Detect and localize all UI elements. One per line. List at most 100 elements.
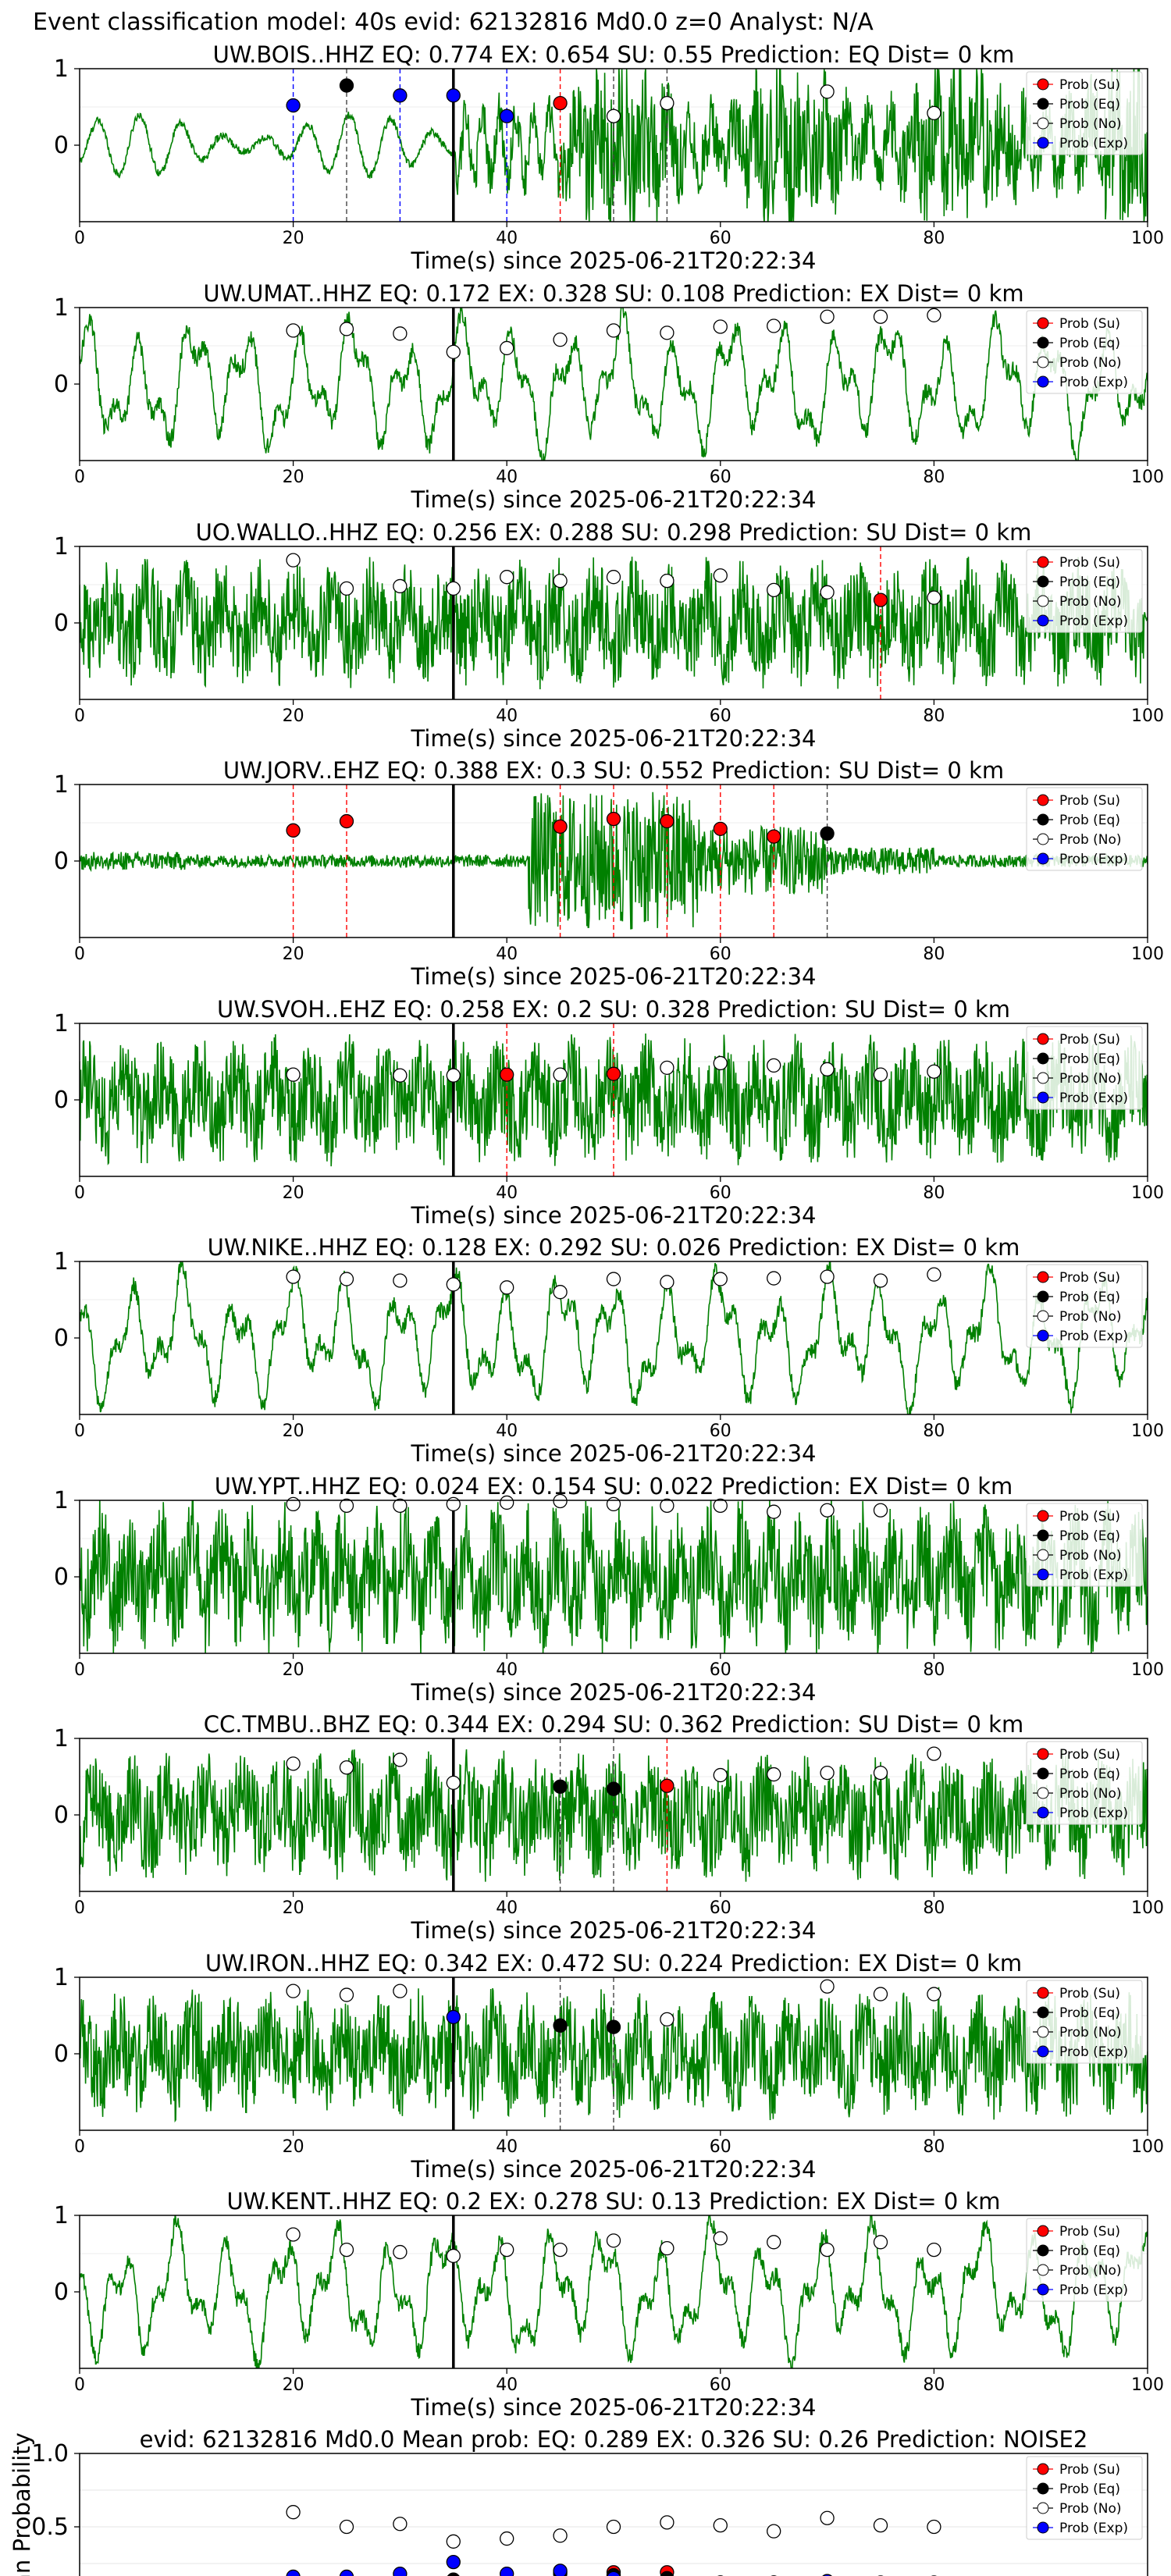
prob-point-no (660, 326, 674, 340)
prob-point-no (446, 1068, 461, 1083)
legend: Prob (Su) Prob (Eq) Prob (No) Prob (Exp) (1026, 1980, 1143, 2064)
legend-marker-exp (1037, 1568, 1049, 1581)
legend-label-eq: Prob (Eq) (1059, 1528, 1120, 1544)
xtick-label: 60 (710, 1421, 731, 1441)
waveform-line (80, 557, 1148, 690)
xtick-label: 20 (283, 2375, 304, 2395)
mean-point-no (820, 2510, 835, 2525)
legend-label-exp: Prob (Exp) (1059, 2282, 1128, 2298)
prob-point-no (339, 322, 354, 336)
panel-title: UW.IRON..HHZ EQ: 0.342 EX: 0.472 SU: 0.2… (205, 1950, 1022, 1976)
panel-8: CC.TMBU..BHZ EQ: 0.344 EX: 0.294 SU: 0.3… (54, 1711, 1164, 1944)
legend-label-su: Prob (Su) (1059, 1509, 1120, 1525)
xtick-label: 0 (74, 1660, 85, 1680)
prob-point-no (339, 1498, 354, 1514)
prob-point-no (927, 1064, 941, 1079)
legend-marker-exp (1037, 2521, 1049, 2534)
xtick-label: 0 (74, 945, 85, 964)
legend-marker-eq (1037, 98, 1049, 110)
legend-label-no: Prob (No) (1059, 2263, 1122, 2279)
prob-point-no (446, 1775, 461, 1790)
prob-point-no (660, 95, 674, 111)
panel-7: UW.YPT..HHZ EQ: 0.024 EX: 0.154 SU: 0.02… (54, 1473, 1164, 1706)
legend-box (1026, 310, 1143, 394)
prob-point-eq (820, 826, 835, 841)
xtick-label: 100 (1131, 2375, 1164, 2395)
ytick-label: 0 (54, 1564, 69, 1591)
legend-label-eq: Prob (Eq) (1059, 336, 1120, 351)
xtick-label: 40 (496, 1421, 518, 1441)
legend-label-no: Prob (No) (1059, 2025, 1122, 2041)
prob-point-no (927, 590, 941, 605)
prob-point-no (286, 323, 301, 338)
ytick-label: 1 (54, 1487, 69, 1514)
legend-label-no: Prob (No) (1059, 1786, 1122, 1802)
xtick-label: 0 (74, 706, 85, 726)
legend-box (1026, 1026, 1143, 1110)
xtick-label: 20 (283, 1660, 304, 1680)
xaxis-label: Time(s) since 2025-06-21T20:22:34 (411, 1917, 817, 1944)
panel-title: UW.YPT..HHZ EQ: 0.024 EX: 0.154 SU: 0.02… (215, 1473, 1013, 1500)
panel-6: UW.NIKE..HHZ EQ: 0.128 EX: 0.292 SU: 0.0… (54, 1234, 1164, 1467)
panel-title: UW.SVOH..EHZ EQ: 0.258 EX: 0.2 SU: 0.328… (217, 996, 1010, 1023)
panels-container: UW.BOIS..HHZ EQ: 0.774 EX: 0.654 SU: 0.5… (9, 41, 1164, 2576)
panel-title: UW.NIKE..HHZ EQ: 0.128 EX: 0.292 SU: 0.0… (208, 1234, 1020, 1261)
legend-label-su: Prob (Su) (1059, 77, 1120, 93)
prob-point-no (500, 1280, 514, 1295)
prob-point-su (553, 95, 568, 111)
mean-point-exp (286, 2569, 301, 2576)
xtick-label: 40 (496, 2137, 518, 2157)
mean-point-no (606, 2519, 621, 2535)
prob-point-su (553, 819, 568, 834)
mean-point-eq (447, 2572, 460, 2576)
prob-point-su (339, 813, 354, 829)
prob-point-no (393, 1984, 408, 1998)
mean-point-exp (607, 2571, 621, 2576)
legend-box (1026, 1503, 1143, 1587)
prob-point-no (713, 1498, 728, 1514)
panel-title: UW.KENT..HHZ EQ: 0.2 EX: 0.278 SU: 0.13 … (226, 2188, 1000, 2215)
prob-point-no (553, 1285, 568, 1300)
legend-label-exp: Prob (Exp) (1059, 852, 1128, 867)
prob-point-su (660, 813, 674, 829)
legend-marker-no (1037, 1072, 1049, 1084)
legend-label-eq: Prob (Eq) (1059, 1051, 1120, 1067)
legend-box (1026, 71, 1143, 155)
mean-point-no (660, 2515, 674, 2530)
prob-point-no (927, 308, 941, 322)
legend: Prob (Su) Prob (Eq) Prob (No) Prob (Exp) (1026, 71, 1143, 155)
legend: Prob (Su) Prob (Eq) Prob (No) Prob (Exp) (1026, 2218, 1143, 2302)
xaxis-label: Time(s) since 2025-06-21T20:22:34 (411, 247, 817, 274)
prob-point-no (446, 581, 461, 596)
xtick-label: 80 (923, 468, 945, 487)
mean-point-eq (660, 2571, 674, 2576)
mean-point-exp (446, 2554, 461, 2570)
prob-point-no (927, 2242, 941, 2258)
legend: Prob (Su) Prob (Eq) Prob (No) Prob (Exp) (1026, 1026, 1143, 1110)
xtick-label: 100 (1131, 945, 1164, 964)
legend-label-su: Prob (Su) (1059, 1032, 1120, 1048)
xtick-label: 40 (496, 945, 518, 964)
mean-point-exp (393, 2567, 408, 2576)
prob-point-no (767, 1767, 781, 1782)
ytick-label: 1 (54, 1725, 69, 1752)
panel-title: UW.UMAT..HHZ EQ: 0.172 EX: 0.328 SU: 0.1… (203, 280, 1023, 307)
mean-point-no (393, 2517, 408, 2532)
xtick-label: 20 (283, 1183, 304, 1203)
legend-marker-su (1037, 317, 1049, 329)
mean-point-no (446, 2534, 461, 2549)
prob-point-no (446, 1277, 461, 1292)
xtick-label: 80 (923, 229, 945, 248)
legend-label-su: Prob (Su) (1059, 1270, 1120, 1286)
legend: Prob (Su) Prob (Eq) Prob (No) Prob (Exp) (1026, 2456, 1143, 2540)
panel-1: UW.BOIS..HHZ EQ: 0.774 EX: 0.654 SU: 0.5… (54, 41, 1164, 274)
prob-point-no (393, 1273, 408, 1288)
xtick-label: 100 (1131, 706, 1164, 726)
panel-title: CC.TMBU..BHZ EQ: 0.344 EX: 0.294 SU: 0.3… (204, 1711, 1023, 1738)
panel-title: UW.BOIS..HHZ EQ: 0.774 EX: 0.654 SU: 0.5… (213, 41, 1015, 68)
xtick-label: 100 (1131, 1421, 1164, 1441)
legend-marker-no (1037, 2502, 1049, 2514)
xtick-label: 60 (710, 1660, 731, 1680)
waveform-line (80, 308, 1148, 461)
